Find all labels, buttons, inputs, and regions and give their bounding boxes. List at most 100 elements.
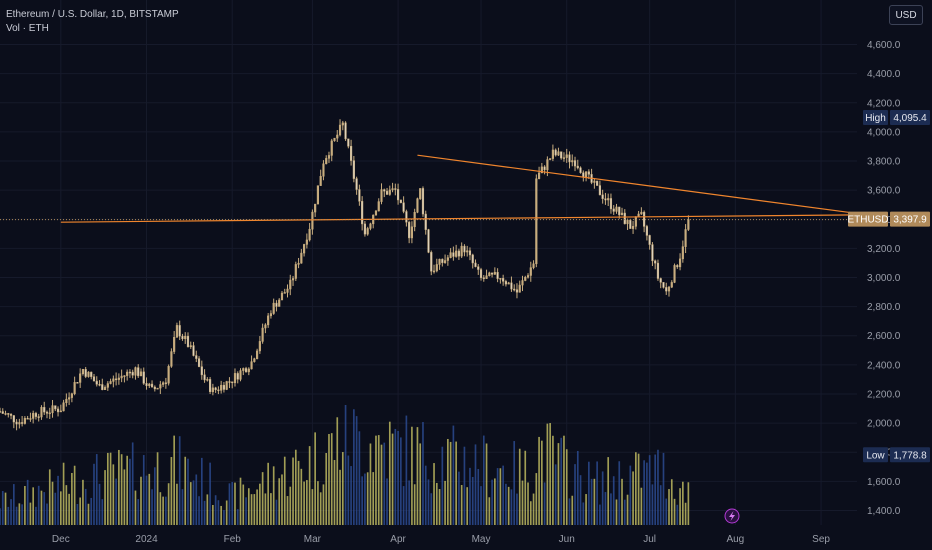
candle-body — [228, 381, 231, 383]
volume-bar — [676, 504, 679, 525]
volume-bar — [516, 493, 518, 525]
alert-icon[interactable] — [724, 508, 740, 524]
candle-body — [7, 413, 10, 415]
volume-bar — [654, 454, 657, 525]
trendline[interactable] — [417, 154, 858, 215]
volume-bar — [173, 435, 175, 525]
candle-body — [466, 250, 469, 253]
candle-body — [565, 154, 568, 158]
volume-bar — [471, 476, 474, 525]
volume-bar — [527, 482, 529, 525]
candle-body — [164, 382, 167, 384]
volume-bar — [101, 499, 104, 525]
volume-bar — [623, 499, 626, 525]
last-price-tag-bg — [890, 211, 930, 227]
candle-body — [333, 137, 336, 142]
trendlines[interactable] — [60, 154, 858, 223]
volume-bar — [145, 475, 148, 525]
candle-body — [388, 189, 391, 195]
candle-body — [280, 292, 284, 301]
candle-body — [491, 272, 494, 275]
candle-body — [338, 124, 342, 136]
volume-bar — [32, 487, 35, 525]
candle-body — [612, 208, 615, 212]
candle-body — [352, 160, 355, 179]
candle-body — [598, 185, 601, 196]
volume-bar — [62, 462, 65, 525]
volume-bar — [507, 486, 510, 525]
candle-body — [84, 369, 87, 377]
volume-bar — [272, 466, 275, 525]
price-tick-label: 3,600.0 — [867, 186, 901, 197]
candle-body — [452, 252, 455, 257]
candle-body — [239, 370, 242, 380]
high-label-bg — [863, 110, 888, 126]
candle-body — [222, 384, 226, 390]
volume-bar — [635, 452, 637, 525]
candle-body — [4, 413, 7, 415]
volume-bar — [12, 484, 15, 525]
low-label-bg — [863, 447, 888, 463]
volume-bar — [40, 490, 43, 525]
time-axis[interactable]: Dec 2024 Feb Mar Apr May Jun Jul Aug Sep — [52, 534, 830, 545]
candle-body — [153, 386, 156, 390]
symbol-price-tag-bg — [848, 211, 888, 227]
volume-bar — [267, 462, 269, 525]
candle-body — [391, 188, 394, 191]
volume-bar — [1, 491, 4, 525]
volume-bar — [494, 478, 496, 525]
volume-bar — [29, 502, 32, 525]
candle-body — [9, 413, 13, 416]
candle-body — [59, 410, 62, 413]
candle-body — [175, 325, 179, 338]
candle-body — [532, 263, 535, 268]
volume-bar — [444, 480, 446, 525]
volume-bar — [247, 488, 250, 525]
candle-body — [178, 325, 181, 337]
high-label: High — [865, 113, 886, 124]
time-tick-label: May — [472, 534, 491, 545]
volume-bar — [364, 473, 366, 525]
candle-body — [244, 368, 248, 373]
candle-body — [325, 158, 328, 165]
volume-bar — [549, 423, 551, 525]
candle-body — [197, 358, 201, 367]
volume-bar — [54, 492, 57, 525]
candle-body — [291, 278, 295, 281]
trendline[interactable] — [60, 214, 858, 223]
candle-body — [40, 407, 43, 418]
candle-body — [482, 277, 485, 279]
volume-bar — [87, 503, 90, 525]
low-label: Low — [866, 450, 885, 461]
volume-bar — [452, 425, 455, 525]
candle-body — [37, 416, 40, 418]
volume-bar — [524, 450, 527, 525]
currency-button[interactable]: USD — [889, 5, 923, 25]
candle-body — [562, 157, 566, 159]
volume-bar — [590, 478, 593, 525]
candle-body — [18, 422, 21, 425]
volume-bar — [405, 415, 408, 525]
price-tick-label: 1,400.0 — [867, 506, 901, 517]
volume-bar — [560, 437, 563, 525]
volume-bar — [314, 432, 316, 525]
volume-bar — [176, 483, 178, 525]
volume-indicator-label: Vol · ETH — [6, 23, 49, 34]
volume-bar — [618, 461, 621, 525]
candle-body — [186, 335, 190, 347]
volume-bars — [0, 405, 690, 525]
candle-body — [540, 166, 543, 174]
candle-body — [269, 313, 273, 317]
candle-body — [79, 373, 82, 383]
volume-bar — [662, 452, 665, 525]
volume-bar — [455, 441, 457, 525]
volume-bar — [126, 455, 128, 525]
candle-body — [109, 381, 112, 384]
candle-body — [123, 375, 126, 377]
candle-body — [272, 302, 275, 314]
candle-body — [369, 223, 372, 229]
candle-body — [444, 260, 447, 263]
candle-body — [604, 198, 607, 201]
volume-bar — [214, 495, 217, 525]
